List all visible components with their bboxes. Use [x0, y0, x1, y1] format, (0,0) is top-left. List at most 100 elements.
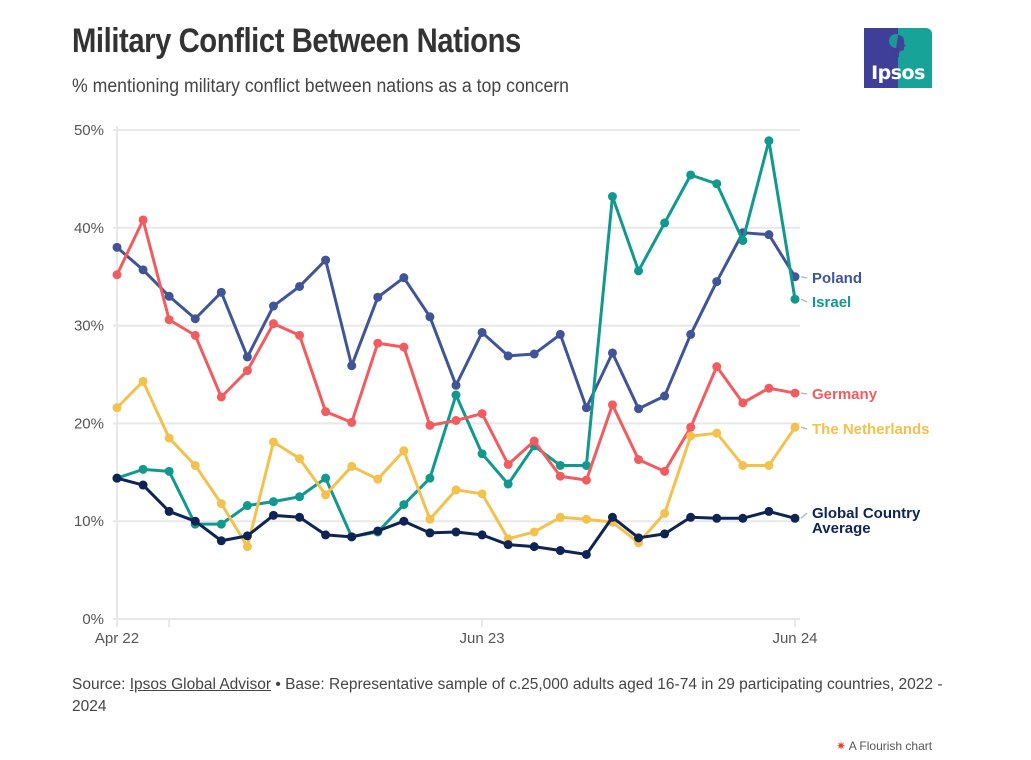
- point-germany: [216, 392, 226, 402]
- point-the-netherlands: [164, 433, 174, 443]
- point-global-country-average: [451, 527, 461, 537]
- point-germany: [295, 330, 305, 340]
- point-germany: [634, 455, 644, 465]
- point-germany: [660, 466, 670, 476]
- point-poland: [503, 351, 513, 361]
- point-germany: [451, 415, 461, 425]
- point-israel: [451, 390, 461, 400]
- line-israel: [116, 139, 797, 539]
- point-the-netherlands: [112, 403, 122, 413]
- point-poland: [268, 301, 278, 311]
- point-the-netherlands: [321, 490, 331, 500]
- y-tick-label: 10%: [74, 513, 104, 530]
- point-poland: [321, 255, 331, 265]
- point-global-country-average: [373, 526, 383, 536]
- point-poland: [347, 361, 357, 371]
- point-germany: [112, 270, 122, 280]
- point-germany: [321, 407, 331, 417]
- point-germany: [347, 417, 357, 427]
- point-the-netherlands: [242, 542, 252, 552]
- label-connector: [800, 275, 808, 279]
- point-israel: [555, 460, 565, 470]
- point-germany: [477, 409, 487, 419]
- x-axis: Apr 22 Jun 23 Jun 24: [95, 619, 818, 647]
- point-germany: [503, 459, 513, 469]
- point-germany: [790, 388, 800, 398]
- chart-subtitle: % mentioning military conflict between n…: [72, 76, 569, 97]
- point-israel: [503, 479, 513, 489]
- point-the-netherlands: [216, 499, 226, 509]
- point-the-netherlands: [268, 437, 278, 447]
- point-the-netherlands: [138, 376, 148, 386]
- point-israel: [242, 501, 252, 511]
- point-israel: [477, 449, 487, 459]
- point-germany: [712, 362, 722, 372]
- point-global-country-average: [399, 516, 409, 526]
- point-poland: [373, 292, 383, 302]
- flourish-label: A Flourish chart: [848, 739, 933, 753]
- point-israel: [425, 473, 435, 483]
- point-global-country-average: [607, 512, 617, 522]
- series-labels: Poland Israel Germany The Netherlands Global…: [800, 270, 930, 537]
- point-the-netherlands: [555, 512, 565, 522]
- point-germany: [138, 215, 148, 225]
- point-germany: [764, 383, 774, 393]
- point-global-country-average: [425, 528, 435, 538]
- point-germany: [399, 342, 409, 352]
- point-global-country-average: [295, 512, 305, 522]
- point-germany: [529, 436, 539, 446]
- point-global-country-average: [477, 530, 487, 540]
- point-poland: [190, 314, 200, 324]
- point-poland: [686, 329, 696, 339]
- point-global-country-average: [503, 540, 513, 550]
- point-global-country-average: [347, 532, 357, 542]
- point-germany: [190, 330, 200, 340]
- series-poland: [112, 228, 800, 414]
- y-tick-label: 40%: [74, 220, 104, 237]
- point-the-netherlands: [686, 431, 696, 441]
- point-global-country-average: [764, 506, 774, 516]
- point-israel: [295, 492, 305, 502]
- y-tick-label: 50%: [74, 122, 104, 139]
- series-global-country-average: [112, 473, 800, 559]
- point-israel: [399, 500, 409, 510]
- point-global-country-average: [112, 473, 122, 483]
- x-tick-label: Jun 23: [460, 630, 505, 647]
- line-chart: 0% 10% 20% 30% 40% 50% Apr 22 Jun 23 Jun 24 Pol…: [74, 122, 930, 647]
- point-germany: [268, 319, 278, 329]
- flourish-credit[interactable]: ✷ A Flourish chart: [836, 739, 932, 753]
- source-link[interactable]: Ipsos Global Advisor: [129, 676, 272, 693]
- point-poland: [529, 349, 539, 359]
- series-label-israel: Israel: [812, 294, 851, 311]
- point-israel: [268, 497, 278, 507]
- label-connector: [800, 426, 808, 430]
- point-global-country-average: [268, 510, 278, 520]
- point-poland: [425, 312, 435, 322]
- point-global-country-average: [529, 542, 539, 552]
- source-description: • Base: Representative sample of c.25,00…: [72, 676, 943, 715]
- point-poland: [451, 380, 461, 390]
- point-the-netherlands: [347, 461, 357, 471]
- logo-head-icon: [889, 34, 906, 57]
- series-germany: [112, 215, 800, 485]
- logo-right-panel: [898, 28, 932, 88]
- label-connector: [800, 392, 808, 395]
- y-tick-label: 0%: [82, 611, 104, 628]
- point-poland: [164, 291, 174, 301]
- point-the-netherlands: [712, 428, 722, 438]
- point-global-country-average: [190, 516, 200, 526]
- point-poland: [712, 277, 722, 287]
- point-poland: [112, 242, 122, 252]
- point-global-country-average: [660, 529, 670, 539]
- point-the-netherlands: [399, 446, 409, 456]
- series-label-the-netherlands: The Netherlands: [812, 421, 930, 438]
- point-germany: [581, 475, 591, 485]
- source-prefix: Source:: [72, 676, 130, 693]
- grid-lines: [113, 126, 800, 627]
- point-israel: [764, 136, 774, 146]
- series-israel: [112, 136, 800, 542]
- point-poland: [295, 281, 305, 291]
- point-global-country-average: [216, 536, 226, 546]
- point-the-netherlands: [373, 474, 383, 484]
- chart-footer: Source: Ipsos Global Advisor • Base: Rep…: [72, 674, 952, 718]
